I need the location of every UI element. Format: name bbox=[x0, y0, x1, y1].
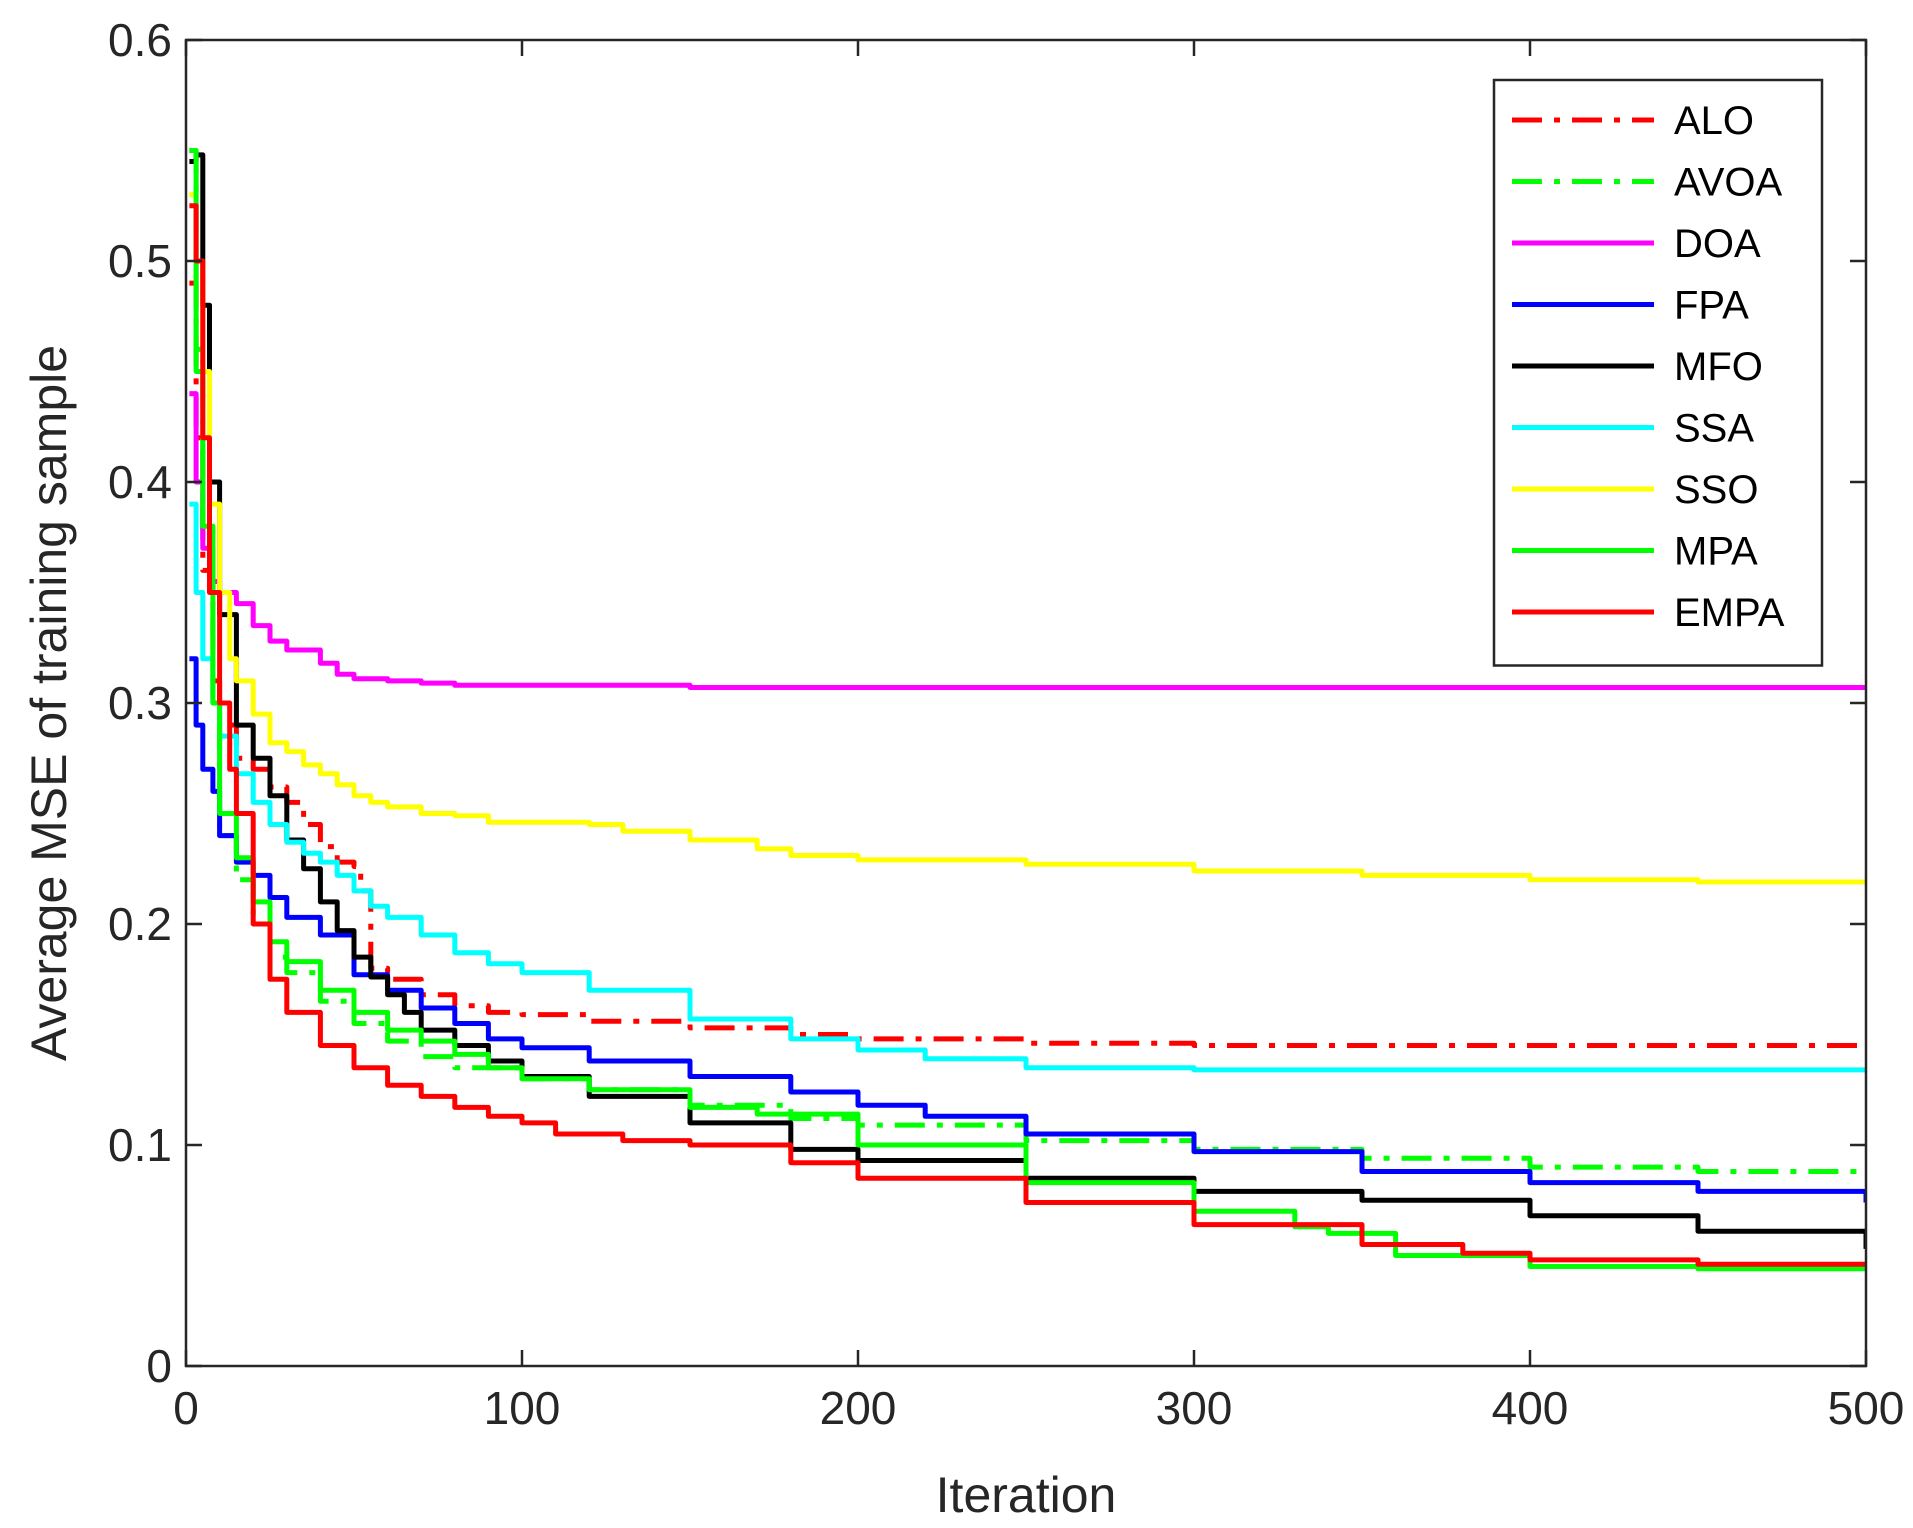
legend-label-empa: EMPA bbox=[1674, 591, 1785, 635]
axis-ticks: 0 100 200 300 400 500 0 0.1 0.2 0.3 0.4 0.5 0.6 bbox=[108, 14, 1904, 1434]
x-tick-label: 500 bbox=[1828, 1382, 1905, 1434]
y-tick-label: 0.3 bbox=[108, 677, 172, 729]
legend: ALO AVOA DOA FPA MFO SSA SSO MPA EMPA bbox=[1492, 78, 1824, 667]
y-tick-label: 0.4 bbox=[108, 456, 172, 508]
series-line-fpa bbox=[189, 656, 1866, 1203]
legend-label-ssa: SSA bbox=[1674, 407, 1754, 451]
x-axis-label: Iteration bbox=[936, 1467, 1117, 1523]
series-lines bbox=[189, 148, 1866, 1272]
series-line-ssa bbox=[189, 501, 1866, 1073]
legend-label-sso: SSO bbox=[1674, 468, 1758, 512]
y-tick-label: 0 bbox=[146, 1340, 172, 1392]
series-line-empa bbox=[189, 203, 1866, 1267]
y-tick-label: 0.5 bbox=[108, 235, 172, 287]
legend-label-mpa: MPA bbox=[1674, 530, 1758, 574]
x-tick-label: 0 bbox=[173, 1382, 199, 1434]
y-tick-label: 0.1 bbox=[108, 1119, 172, 1171]
x-tick-label: 200 bbox=[820, 1382, 897, 1434]
legend-label-doa: DOA bbox=[1674, 222, 1761, 266]
x-tick-label: 300 bbox=[1156, 1382, 1233, 1434]
legend-label-alo: ALO bbox=[1674, 99, 1754, 143]
x-tick-label: 100 bbox=[484, 1382, 561, 1434]
series-line-mfo bbox=[189, 152, 1866, 1249]
x-tick-label: 400 bbox=[1492, 1382, 1569, 1434]
y-axis-label: Average MSE of training sample bbox=[21, 345, 77, 1061]
legend-label-avoa: AVOA bbox=[1674, 161, 1783, 205]
legend-box bbox=[1492, 78, 1824, 667]
y-tick-label: 0.6 bbox=[108, 14, 172, 66]
legend-label-mfo: MFO bbox=[1674, 345, 1763, 389]
legend-label-fpa: FPA bbox=[1674, 284, 1749, 328]
y-tick-label: 0.2 bbox=[108, 898, 172, 950]
series-line-sso bbox=[189, 192, 1866, 885]
